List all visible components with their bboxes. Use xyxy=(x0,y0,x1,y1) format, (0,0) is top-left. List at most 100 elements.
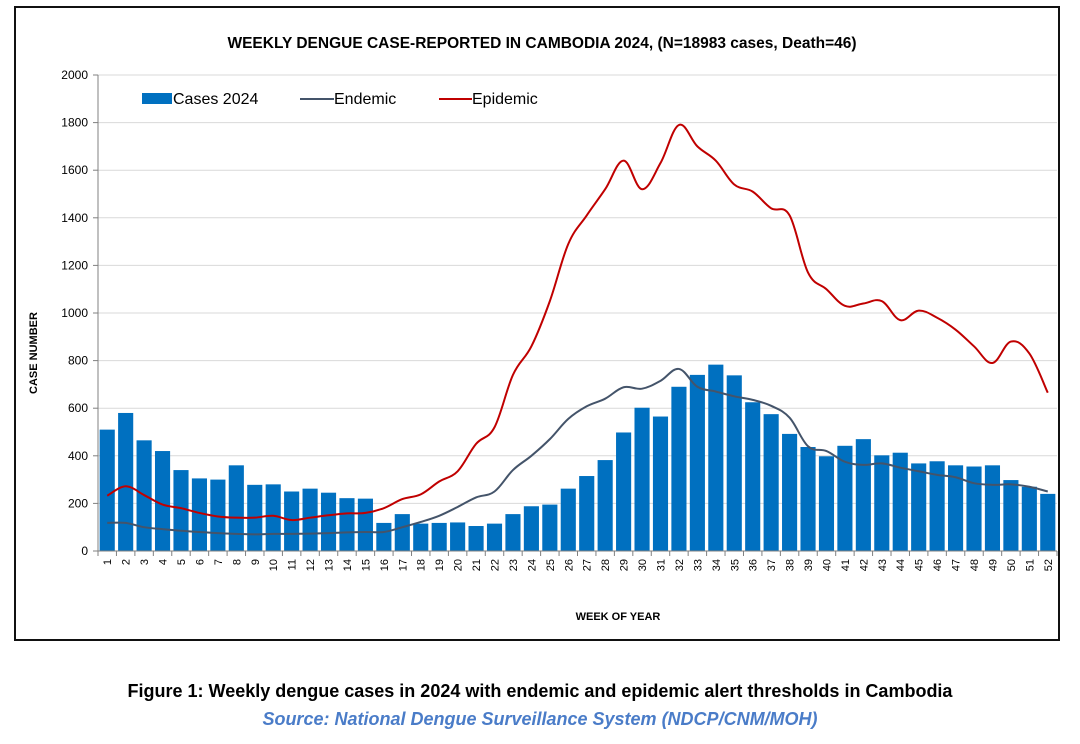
bar-week-47 xyxy=(948,465,964,551)
x-tick-label: 28 xyxy=(600,559,612,571)
bar-week-40 xyxy=(818,456,835,551)
x-tick-label: 7 xyxy=(213,559,225,565)
y-tick-label: 1800 xyxy=(61,116,88,130)
x-tick-label: 11 xyxy=(287,559,299,570)
bar-week-17 xyxy=(394,514,410,551)
bar-week-20 xyxy=(450,522,466,551)
bar-week-36 xyxy=(745,402,761,551)
bar-week-49 xyxy=(984,465,1001,551)
y-tick-label: 200 xyxy=(68,496,88,510)
bar-week-21 xyxy=(468,526,484,551)
chart-title: WEEKLY DENGUE CASE-REPORTED IN CAMBODIA … xyxy=(227,35,856,52)
y-tick-label: 1600 xyxy=(61,163,88,177)
x-tick-label: 35 xyxy=(729,559,741,571)
bar-week-4 xyxy=(154,451,171,551)
bar-week-51 xyxy=(1021,486,1037,551)
x-tick-label: 8 xyxy=(231,559,243,565)
x-axis-ticks: 1 2 3 4 5 6 7 8 9 10 11 12 13 14 15 16 17 18 19 20 21 22 23 24 2… xyxy=(97,551,1058,571)
bar-week-24 xyxy=(523,506,539,551)
x-tick-label: 23 xyxy=(508,559,520,571)
bar-week-11 xyxy=(284,491,300,551)
bar-week-23 xyxy=(505,514,521,551)
x-tick-label: 47 xyxy=(951,559,963,571)
x-tick-label: 50 xyxy=(1006,559,1018,571)
bar-week-52 xyxy=(1040,493,1056,551)
x-tick-label: 44 xyxy=(895,559,907,571)
legend-swatch-cases xyxy=(142,93,172,104)
legend-label-endemic: Endemic xyxy=(334,91,396,108)
bar-week-42 xyxy=(855,439,871,551)
bar-week-2 xyxy=(118,412,134,551)
x-tick-label: 46 xyxy=(932,559,944,571)
y-tick-label: 0 xyxy=(81,544,88,558)
x-tick-label: 45 xyxy=(914,559,926,571)
bar-week-14 xyxy=(339,498,355,551)
x-tick-label: 17 xyxy=(397,559,409,571)
bar-week-41 xyxy=(837,445,853,551)
x-tick-label: 20 xyxy=(453,559,465,571)
bar-week-31 xyxy=(652,416,669,551)
x-tick-label: 49 xyxy=(987,559,999,571)
x-tick-label: 41 xyxy=(840,559,852,571)
figure-caption: Figure 1: Weekly dengue cases in 2024 wi… xyxy=(127,681,953,701)
line-series xyxy=(106,123,1049,536)
x-tick-label: 43 xyxy=(877,559,889,571)
bar-week-1 xyxy=(99,429,115,551)
x-tick-label: 32 xyxy=(674,559,686,571)
x-axis-label: WEEK OF YEAR xyxy=(576,611,661,623)
y-tick-label: 2000 xyxy=(61,68,88,82)
x-tick-label: 16 xyxy=(379,559,391,571)
bar-week-27 xyxy=(579,476,595,551)
x-tick-label: 42 xyxy=(858,559,870,571)
x-tick-label: 31 xyxy=(655,559,667,571)
bar-week-16 xyxy=(376,522,392,551)
line-epidemic xyxy=(106,123,1049,522)
y-axis-ticks: 0 200 400 600 800 1000 1200 1400 1600 1800 2000 xyxy=(61,68,98,558)
bar-week-43 xyxy=(874,455,890,551)
x-tick-label: 13 xyxy=(324,559,336,571)
bar-week-46 xyxy=(929,461,945,551)
x-tick-label: 4 xyxy=(158,559,170,565)
bar-series xyxy=(99,364,1056,551)
bar-week-22 xyxy=(486,523,503,551)
gridlines xyxy=(98,74,1057,504)
x-tick-label: 2 xyxy=(121,559,133,565)
x-tick-label: 15 xyxy=(360,559,372,571)
x-tick-label: 52 xyxy=(1043,559,1055,571)
bar-week-44 xyxy=(892,452,908,551)
y-tick-label: 800 xyxy=(68,354,88,368)
x-tick-label: 25 xyxy=(545,559,557,571)
x-tick-label: 30 xyxy=(637,559,649,571)
bar-week-33 xyxy=(689,374,705,551)
y-tick-label: 1200 xyxy=(61,258,88,272)
bar-week-34 xyxy=(708,364,724,551)
bar-week-35 xyxy=(726,375,742,551)
bar-week-50 xyxy=(1003,480,1019,551)
x-tick-label: 14 xyxy=(342,559,354,571)
x-tick-label: 5 xyxy=(176,559,188,565)
x-tick-label: 29 xyxy=(619,559,631,571)
figure-source: Source: National Dengue Surveillance Sys… xyxy=(262,709,818,729)
bar-week-30 xyxy=(634,407,650,551)
x-tick-label: 6 xyxy=(194,559,206,565)
x-tick-label: 26 xyxy=(563,559,575,571)
legend-label-epidemic: Epidemic xyxy=(472,91,538,108)
x-tick-label: 37 xyxy=(766,559,778,571)
bar-week-13 xyxy=(320,492,337,551)
bar-week-26 xyxy=(560,488,576,551)
y-tick-label: 1000 xyxy=(61,306,88,320)
bar-week-18 xyxy=(413,523,429,551)
x-tick-label: 33 xyxy=(692,559,704,571)
bar-week-12 xyxy=(302,488,318,551)
chart-frame: WEEKLY DENGUE CASE-REPORTED IN CAMBODIA … xyxy=(14,6,1060,641)
bar-week-37 xyxy=(763,414,779,551)
x-tick-label: 24 xyxy=(526,559,538,571)
bar-week-8 xyxy=(228,465,244,551)
bar-week-39 xyxy=(800,446,816,551)
x-tick-label: 1 xyxy=(102,559,114,565)
x-tick-label: 19 xyxy=(434,559,446,571)
dengue-chart: WEEKLY DENGUE CASE-REPORTED IN CAMBODIA … xyxy=(28,35,1058,623)
bar-week-15 xyxy=(357,498,373,551)
x-tick-label: 21 xyxy=(471,559,483,571)
y-tick-label: 600 xyxy=(68,401,88,415)
